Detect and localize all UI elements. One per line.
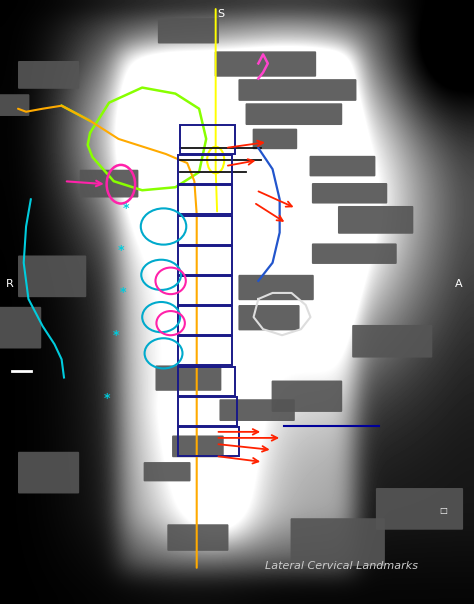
Text: *: * — [118, 244, 124, 257]
Text: *: * — [122, 202, 129, 215]
Bar — [178, 397, 237, 426]
FancyBboxPatch shape — [312, 183, 387, 204]
FancyBboxPatch shape — [291, 518, 385, 566]
FancyBboxPatch shape — [80, 170, 138, 198]
FancyBboxPatch shape — [376, 488, 463, 530]
Bar — [178, 427, 239, 456]
FancyBboxPatch shape — [253, 129, 297, 149]
FancyBboxPatch shape — [167, 524, 228, 551]
Text: R: R — [6, 279, 13, 289]
FancyBboxPatch shape — [310, 156, 375, 176]
FancyBboxPatch shape — [18, 61, 79, 89]
FancyBboxPatch shape — [172, 435, 224, 457]
FancyBboxPatch shape — [272, 381, 342, 412]
FancyBboxPatch shape — [158, 18, 219, 43]
Bar — [178, 367, 235, 396]
Bar — [178, 216, 232, 245]
Text: □: □ — [439, 506, 447, 515]
Bar — [178, 306, 232, 335]
Bar — [178, 246, 232, 275]
FancyBboxPatch shape — [352, 325, 432, 358]
Bar — [178, 155, 232, 184]
FancyBboxPatch shape — [238, 79, 356, 101]
Text: *: * — [103, 392, 110, 405]
Text: S: S — [217, 9, 224, 19]
FancyBboxPatch shape — [215, 51, 316, 77]
Bar — [178, 185, 232, 214]
FancyBboxPatch shape — [246, 103, 342, 125]
FancyBboxPatch shape — [18, 452, 79, 493]
FancyBboxPatch shape — [238, 275, 314, 300]
FancyBboxPatch shape — [155, 365, 221, 391]
FancyBboxPatch shape — [219, 399, 295, 421]
Bar — [178, 276, 232, 305]
FancyBboxPatch shape — [0, 94, 29, 116]
FancyBboxPatch shape — [0, 307, 41, 349]
Text: A: A — [455, 279, 462, 289]
Bar — [180, 125, 235, 154]
FancyBboxPatch shape — [144, 462, 191, 481]
FancyBboxPatch shape — [18, 255, 86, 297]
FancyBboxPatch shape — [338, 206, 413, 234]
FancyBboxPatch shape — [238, 305, 300, 330]
Text: Lateral Cervical Landmarks: Lateral Cervical Landmarks — [265, 561, 418, 571]
Bar — [178, 336, 232, 365]
Text: *: * — [120, 286, 127, 300]
FancyBboxPatch shape — [312, 243, 397, 264]
Text: *: * — [113, 329, 119, 342]
